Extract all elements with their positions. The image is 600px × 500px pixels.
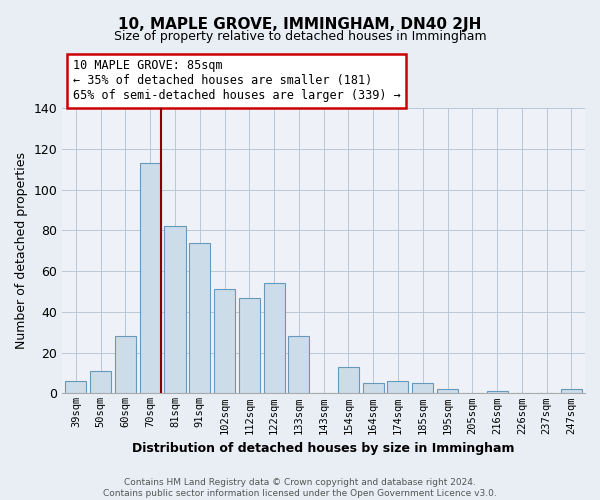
X-axis label: Distribution of detached houses by size in Immingham: Distribution of detached houses by size …	[133, 442, 515, 455]
Bar	[412, 383, 433, 394]
Bar	[362, 383, 384, 394]
Bar	[289, 336, 310, 394]
Y-axis label: Number of detached properties: Number of detached properties	[15, 152, 28, 350]
Bar	[214, 290, 235, 394]
Bar	[65, 381, 86, 394]
Bar	[263, 284, 284, 394]
Bar	[388, 381, 409, 394]
Text: 10 MAPLE GROVE: 85sqm
← 35% of detached houses are smaller (181)
65% of semi-det: 10 MAPLE GROVE: 85sqm ← 35% of detached …	[73, 60, 400, 102]
Bar	[338, 367, 359, 394]
Text: Size of property relative to detached houses in Immingham: Size of property relative to detached ho…	[113, 30, 487, 43]
Bar	[189, 242, 211, 394]
Bar	[239, 298, 260, 394]
Bar	[437, 390, 458, 394]
Bar	[90, 371, 111, 394]
Bar	[115, 336, 136, 394]
Bar	[487, 392, 508, 394]
Bar	[561, 390, 582, 394]
Bar	[140, 163, 161, 394]
Text: Contains HM Land Registry data © Crown copyright and database right 2024.
Contai: Contains HM Land Registry data © Crown c…	[103, 478, 497, 498]
Text: 10, MAPLE GROVE, IMMINGHAM, DN40 2JH: 10, MAPLE GROVE, IMMINGHAM, DN40 2JH	[118, 18, 482, 32]
Bar	[164, 226, 185, 394]
